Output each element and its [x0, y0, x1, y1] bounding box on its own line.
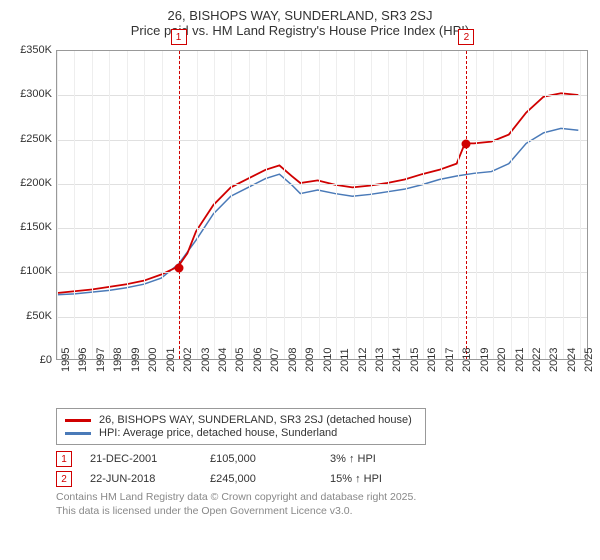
x-axis-label: 1998 — [112, 348, 124, 372]
x-axis-label: 2002 — [182, 348, 194, 372]
legend-item-red: 26, BISHOPS WAY, SUNDERLAND, SR3 2SJ (de… — [65, 414, 417, 426]
y-axis-label: £350K — [12, 44, 52, 56]
y-axis-label: £100K — [12, 265, 52, 277]
sales-cell: 15% ↑ HPI — [330, 473, 450, 485]
x-axis-label: 2003 — [200, 348, 212, 372]
x-axis-label: 2018 — [461, 348, 473, 372]
y-axis-label: £250K — [12, 133, 52, 145]
sale-marker-1: 1 — [171, 29, 187, 45]
y-axis-label: £50K — [12, 310, 52, 322]
legend-item-blue: HPI: Average price, detached house, Sund… — [65, 427, 417, 439]
x-axis-label: 2019 — [479, 348, 491, 372]
x-axis-label: 2023 — [548, 348, 560, 372]
legend-swatch-red — [65, 419, 91, 422]
x-axis-label: 1996 — [77, 348, 89, 372]
x-axis-label: 2020 — [496, 348, 508, 372]
sales-cell: 21-DEC-2001 — [90, 453, 210, 465]
sales-cell: £245,000 — [210, 473, 330, 485]
sales-row: 222-JUN-2018£245,00015% ↑ HPI — [56, 471, 588, 487]
x-axis-label: 2012 — [357, 348, 369, 372]
x-axis-label: 1995 — [60, 348, 72, 372]
x-axis-label: 1999 — [130, 348, 142, 372]
y-axis-label: £150K — [12, 221, 52, 233]
chart-subtitle: Price paid vs. HM Land Registry's House … — [12, 23, 588, 38]
x-axis-label: 2021 — [514, 348, 526, 372]
x-axis-label: 2025 — [583, 348, 595, 372]
x-axis-label: 2004 — [217, 348, 229, 372]
x-axis-label: 2011 — [339, 348, 351, 372]
chart-lines — [57, 51, 587, 359]
sale-dot-2 — [462, 140, 471, 149]
chart-container: 26, BISHOPS WAY, SUNDERLAND, SR3 2SJ Pri… — [0, 0, 600, 560]
x-axis-label: 2016 — [426, 348, 438, 372]
sale-marker-2: 2 — [458, 29, 474, 45]
footnote-line-2: This data is licensed under the Open Gov… — [56, 505, 588, 519]
legend-swatch-blue — [65, 432, 91, 435]
y-axis-label: £0 — [12, 354, 52, 366]
legend-label-blue: HPI: Average price, detached house, Sund… — [99, 427, 337, 439]
x-axis-label: 2015 — [409, 348, 421, 372]
x-axis-label: 2006 — [252, 348, 264, 372]
x-axis-label: 1997 — [95, 348, 107, 372]
sales-cell: 3% ↑ HPI — [330, 453, 450, 465]
x-axis-label: 2010 — [322, 348, 334, 372]
x-axis-label: 2009 — [304, 348, 316, 372]
x-axis-label: 2013 — [374, 348, 386, 372]
footnote: Contains HM Land Registry data © Crown c… — [56, 491, 588, 518]
y-axis-label: £200K — [12, 177, 52, 189]
footnote-line-1: Contains HM Land Registry data © Crown c… — [56, 491, 588, 505]
chart-area: 12 £0 £50K £100K £150K £200K £250K £300K £350K 1… — [12, 44, 588, 404]
x-axis-label: 2017 — [444, 348, 456, 372]
sales-table: 121-DEC-2001£105,0003% ↑ HPI 222-JUN-2018… — [56, 451, 588, 487]
sale-dot-1 — [174, 264, 183, 273]
legend: 26, BISHOPS WAY, SUNDERLAND, SR3 2SJ (de… — [56, 408, 426, 445]
y-axis-label: £300K — [12, 88, 52, 100]
legend-label-red: 26, BISHOPS WAY, SUNDERLAND, SR3 2SJ (de… — [99, 414, 412, 426]
x-axis-label: 2022 — [531, 348, 543, 372]
x-axis-label: 2001 — [165, 348, 177, 372]
chart-title: 26, BISHOPS WAY, SUNDERLAND, SR3 2SJ — [12, 8, 588, 23]
x-axis-label: 2008 — [287, 348, 299, 372]
x-axis-label: 2005 — [234, 348, 246, 372]
plot-area: 12 — [56, 50, 588, 360]
x-axis-label: 2024 — [566, 348, 578, 372]
sales-row: 121-DEC-2001£105,0003% ↑ HPI — [56, 451, 588, 467]
sales-cell: £105,000 — [210, 453, 330, 465]
x-axis-label: 2000 — [147, 348, 159, 372]
x-axis-label: 2007 — [269, 348, 281, 372]
sales-cell: 22-JUN-2018 — [90, 473, 210, 485]
x-axis-label: 2014 — [391, 348, 403, 372]
